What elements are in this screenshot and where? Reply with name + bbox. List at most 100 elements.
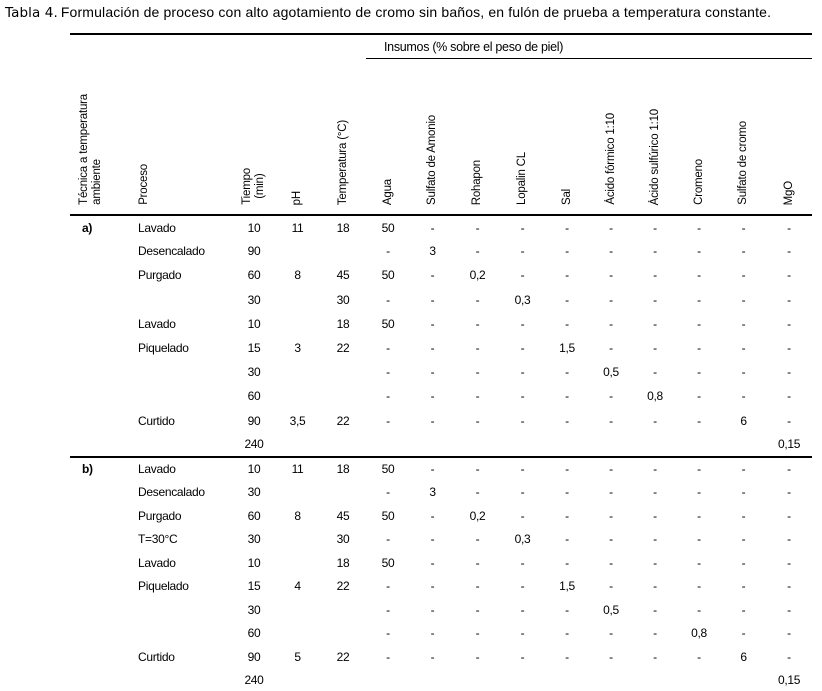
cell-agua: -	[386, 413, 390, 428]
cell-rohapon: -	[475, 341, 480, 356]
cell-tiempo: 240	[233, 668, 275, 691]
cell-temperatura: 22	[336, 413, 350, 428]
cell-proceso	[128, 621, 233, 645]
cell-temperatura: 18	[336, 220, 350, 235]
cell-tecnica	[70, 433, 128, 457]
cell-tiempo: 90	[247, 244, 261, 259]
cell-cromeno: -	[697, 555, 701, 570]
cell-lopalin-cl: -	[520, 365, 525, 380]
cell-agua: -	[386, 532, 390, 547]
column-header-ph: pH	[275, 58, 320, 216]
cell-sulfato-cromo	[721, 668, 766, 691]
cell-cromeno: -	[697, 508, 701, 523]
column-header-proceso: Proceso	[128, 58, 233, 216]
table-row: a) Lavado 10 11 18 50 - - - - - - - - -	[70, 215, 812, 239]
cell-sulfato-amonio: 3	[429, 485, 436, 500]
cell-ph	[275, 384, 320, 408]
cell-temperatura: 30	[336, 532, 350, 547]
cell-mgo: 0,15	[766, 668, 813, 691]
cell-tecnica	[70, 621, 128, 645]
cell-tecnica	[70, 504, 128, 528]
cell-sal: -	[565, 649, 569, 664]
cell-acido-formico: -	[589, 455, 633, 481]
cell-rohapon: -	[475, 555, 480, 570]
cell-sulfato-amonio: -	[430, 316, 435, 331]
cell-sulfato-amonio: -	[430, 649, 435, 664]
cell-tiempo: 30	[247, 532, 261, 547]
column-header-label: Tiempo (min)	[241, 168, 266, 205]
cell-sulfato-cromo: -	[741, 389, 746, 404]
cell-acido-sulfurico: 0,8	[647, 389, 663, 404]
cell-ph	[275, 239, 320, 263]
cell-sal: -	[565, 602, 569, 617]
cell-agua	[366, 433, 410, 457]
cell-ph	[275, 598, 320, 622]
cell-sulfato-cromo: -	[741, 532, 746, 547]
column-header-label: Técnica a temperatura ambiente	[78, 94, 103, 205]
table-row: 240 0,15	[70, 433, 812, 457]
cell-sulfato-cromo: -	[741, 220, 746, 235]
cell-proceso	[128, 598, 233, 622]
cell-sulfato-cromo	[721, 433, 766, 457]
cell-tecnica	[70, 239, 128, 263]
cell-sal: -	[565, 555, 569, 570]
cell-acido-formico	[589, 433, 633, 457]
cell-lopalin-cl: -	[520, 555, 525, 570]
cell-acido-sulfurico: -	[653, 268, 657, 283]
cell-proceso: Desencalado	[138, 485, 205, 500]
cell-lopalin-cl: -	[520, 316, 525, 331]
cell-ph	[275, 288, 320, 312]
cell-sulfato-cromo: -	[741, 316, 746, 331]
cell-proceso: Piquelado	[138, 341, 189, 356]
cell-cromeno: -	[697, 532, 701, 547]
cell-tiempo: 60	[247, 626, 261, 641]
cell-lopalin-cl: 0,3	[514, 292, 531, 307]
cell-lopalin-cl: -	[520, 268, 525, 283]
cell-sulfato-amonio: 3	[429, 244, 436, 259]
cell-tiempo: 60	[247, 508, 261, 523]
column-header-sulfato-amonio: Sulfato de Amonio	[410, 58, 455, 216]
column-header-label: Sulfato de cromo	[737, 121, 749, 205]
table-row: 240 0,15	[70, 668, 813, 691]
cell-ph: 8	[294, 508, 301, 523]
table-row: 60 - - - - - - - 0,8 - -	[70, 621, 812, 645]
cell-sulfato-amonio: -	[430, 602, 435, 617]
cell-sal: 1,5	[559, 341, 575, 356]
cell-lopalin-cl: 0,3	[514, 532, 531, 547]
cell-acido-formico: -	[609, 579, 613, 594]
cell-tecnica	[70, 645, 128, 669]
cell-agua: 50	[381, 316, 395, 331]
column-header-label: Rohapon	[471, 159, 483, 205]
cell-sulfato-cromo: -	[741, 602, 746, 617]
cell-proceso: Lavado	[138, 555, 176, 570]
cell-ph: 3,5	[289, 413, 306, 428]
cell-proceso	[128, 288, 233, 312]
cell-cromeno: -	[697, 365, 701, 380]
cell-agua: -	[386, 626, 390, 641]
table-row: 60 - - - - - - 0,8 - - -	[70, 384, 812, 408]
cell-cromeno: -	[697, 316, 701, 331]
cell-rohapon: -	[475, 389, 480, 404]
cell-rohapon: -	[475, 532, 480, 547]
cell-tecnica	[70, 384, 128, 408]
process-table: Insumos (% sobre el peso de piel) Técnic…	[70, 33, 813, 691]
cell-sulfato-amonio: -	[430, 413, 435, 428]
section-a: a) Lavado 10 11 18 50- - - - - - - - - Desencalado 90-3…	[70, 215, 812, 457]
cell-acido-formico: -	[609, 292, 613, 307]
cell-acido-formico: -	[609, 244, 613, 259]
cell-acido-sulfurico: -	[653, 485, 657, 500]
cell-agua: 50	[381, 268, 395, 283]
cell-acido-sulfurico: -	[653, 220, 657, 235]
cell-proceso: Lavado	[128, 455, 233, 481]
cell-temperatura: 45	[336, 268, 350, 283]
column-header-acido-sulfurico: Ácido sulfúrico 1:10	[633, 58, 677, 216]
cell-agua	[366, 668, 410, 691]
table-row: 30 30 - - - 0,3 - - - - - -	[70, 288, 812, 312]
cell-tecnica	[70, 336, 128, 360]
cell-lopalin-cl: -	[520, 579, 525, 594]
cell-ph	[275, 360, 320, 384]
cell-tecnica	[70, 551, 128, 575]
cell-agua: 50	[381, 555, 395, 570]
cell-acido-formico: -	[609, 555, 613, 570]
column-header-label: Sulfato de Amonio	[426, 115, 438, 205]
